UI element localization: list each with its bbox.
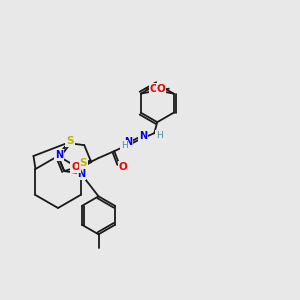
Text: N: N: [77, 169, 86, 179]
Text: N: N: [139, 131, 147, 141]
Text: O: O: [149, 84, 158, 94]
Text: H: H: [121, 141, 128, 150]
Text: S: S: [80, 158, 87, 168]
Text: O: O: [71, 162, 80, 172]
Text: O: O: [119, 162, 128, 172]
Text: N: N: [124, 137, 132, 147]
Text: N: N: [55, 150, 63, 160]
Text: S: S: [66, 136, 74, 146]
Text: O: O: [156, 84, 165, 94]
Text: H: H: [156, 131, 163, 140]
